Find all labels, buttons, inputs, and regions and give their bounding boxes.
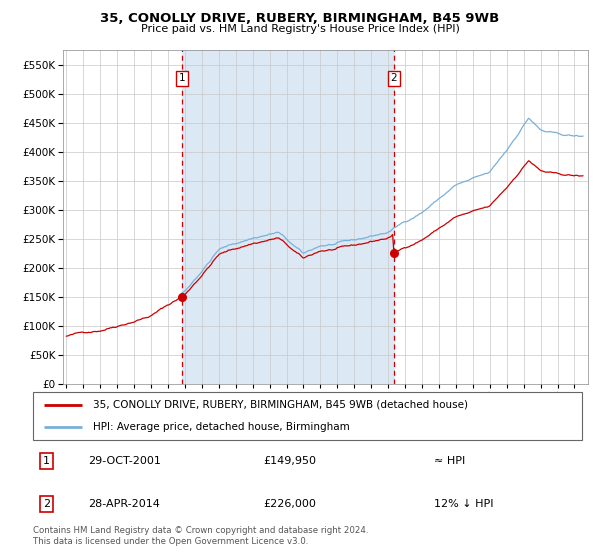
Text: 35, CONOLLY DRIVE, RUBERY, BIRMINGHAM, B45 9WB: 35, CONOLLY DRIVE, RUBERY, BIRMINGHAM, B… xyxy=(100,12,500,25)
Text: 12% ↓ HPI: 12% ↓ HPI xyxy=(434,499,493,509)
Text: 2: 2 xyxy=(391,73,397,83)
Bar xyxy=(182,50,394,384)
Text: ≈ HPI: ≈ HPI xyxy=(434,456,465,466)
Text: 28-APR-2014: 28-APR-2014 xyxy=(88,499,160,509)
Text: 35, CONOLLY DRIVE, RUBERY, BIRMINGHAM, B45 9WB (detached house): 35, CONOLLY DRIVE, RUBERY, BIRMINGHAM, B… xyxy=(94,400,469,410)
Text: 1: 1 xyxy=(43,456,50,466)
Text: £226,000: £226,000 xyxy=(263,499,316,509)
Text: 1: 1 xyxy=(179,73,185,83)
Text: HPI: Average price, detached house, Birmingham: HPI: Average price, detached house, Birm… xyxy=(94,422,350,432)
Text: £149,950: £149,950 xyxy=(263,456,317,466)
Text: Price paid vs. HM Land Registry's House Price Index (HPI): Price paid vs. HM Land Registry's House … xyxy=(140,24,460,34)
Text: 29-OCT-2001: 29-OCT-2001 xyxy=(88,456,161,466)
FancyBboxPatch shape xyxy=(33,392,582,440)
Text: Contains HM Land Registry data © Crown copyright and database right 2024.
This d: Contains HM Land Registry data © Crown c… xyxy=(33,526,368,546)
Text: 2: 2 xyxy=(43,499,50,509)
